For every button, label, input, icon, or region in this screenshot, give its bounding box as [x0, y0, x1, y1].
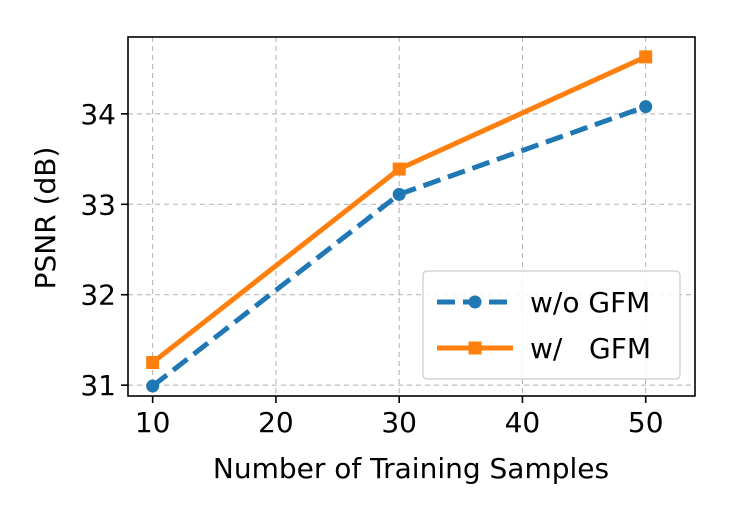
legend: w/o GFM w/ GFM [422, 270, 681, 380]
legend-box [422, 270, 681, 380]
data-point [146, 379, 160, 393]
y-tick-label: 32 [80, 279, 116, 312]
x-tick-label: 40 [505, 406, 541, 439]
data-point [639, 100, 653, 114]
legend-label-0: w/o GFM [530, 286, 650, 319]
y-axis-label: PSNR (dB) [29, 147, 62, 290]
data-point [146, 356, 160, 370]
data-point [392, 187, 406, 201]
plot-frame [127, 36, 696, 397]
legend-label-1: w/ GFM [530, 332, 651, 365]
y-tick-label: 34 [80, 98, 116, 131]
ticks: 10 20 30 40 50 31 32 33 34 [80, 98, 663, 439]
x-tick-label: 50 [628, 406, 664, 439]
x-axis-label: Number of Training Samples [213, 452, 609, 485]
x-tick-label: 20 [258, 406, 294, 439]
data-point [639, 50, 653, 64]
legend-marker-1 [468, 341, 482, 355]
legend-marker-0 [468, 295, 482, 309]
y-tick-label: 33 [80, 188, 116, 221]
data-point [392, 162, 406, 176]
series-layer [146, 50, 653, 393]
x-tick-label: 10 [135, 406, 171, 439]
x-tick-label: 30 [381, 406, 417, 439]
y-tick-label: 31 [80, 369, 116, 402]
